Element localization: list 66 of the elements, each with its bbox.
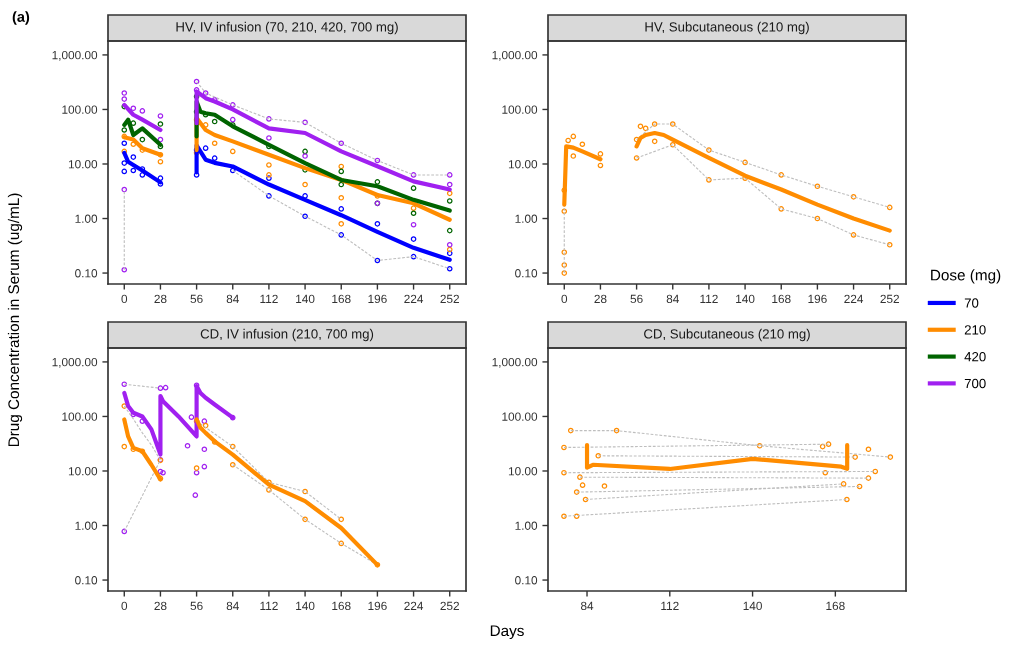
legend-label: 210 bbox=[964, 325, 986, 335]
text: (a) bbox=[12, 11, 30, 25]
chart-title: HV, Subcutaneous (210 mg) bbox=[645, 21, 809, 35]
y-tick-label: 0.10 bbox=[75, 269, 98, 278]
x-tick-label: 196 bbox=[368, 601, 387, 611]
x-tick-label: 168 bbox=[332, 294, 351, 304]
x-tick-label: 112 bbox=[260, 294, 278, 303]
chart-title: CD, IV infusion (210, 700 mg) bbox=[200, 328, 374, 342]
x-tick-label: 224 bbox=[404, 294, 424, 303]
x-tick-label: 168 bbox=[772, 294, 791, 304]
x-tick-label: 168 bbox=[826, 601, 845, 611]
y-tick-label: 10.00 bbox=[68, 467, 98, 476]
y-tick-label: 1.00 bbox=[75, 214, 98, 223]
x-tick-label: 0 bbox=[561, 294, 568, 304]
y-tick-label: 1,000.00 bbox=[52, 357, 98, 368]
y-tick-label: 1,000.00 bbox=[52, 50, 98, 61]
x-tick-label: 56 bbox=[630, 294, 643, 304]
x-tick-label: 140 bbox=[296, 294, 315, 304]
x-tick-label: 112 bbox=[260, 601, 278, 610]
x-tick-label: 28 bbox=[154, 294, 167, 304]
y-tick-label: 1.00 bbox=[75, 521, 98, 530]
x-tick-label: 112 bbox=[661, 601, 679, 610]
y-tick-label: 10.00 bbox=[508, 160, 538, 169]
x-tick-label: 196 bbox=[808, 294, 827, 304]
x-tick-label: 252 bbox=[440, 294, 459, 304]
x-tick-label: 84 bbox=[666, 294, 679, 304]
x-tick-label: 252 bbox=[440, 601, 459, 611]
x-tick-label: 140 bbox=[296, 601, 315, 611]
y-tick-label: 10.00 bbox=[508, 467, 538, 476]
x-tick-label: 224 bbox=[404, 601, 424, 610]
legend-label: 70 bbox=[964, 298, 979, 308]
chart-title: CD, Subcutaneous (210 mg) bbox=[644, 328, 810, 342]
y-tick-label: 1.00 bbox=[515, 521, 538, 530]
y-tick-label: 10.00 bbox=[68, 160, 98, 169]
x-tick-label: 56 bbox=[190, 294, 203, 304]
legend-label: 700 bbox=[964, 378, 986, 389]
legend-label: 420 bbox=[964, 351, 986, 362]
x-tick-label: 0 bbox=[121, 294, 128, 304]
x-tick-label: 28 bbox=[154, 601, 167, 611]
legend-title: Dose (mg) bbox=[931, 269, 1001, 284]
x-tick-label: 112 bbox=[700, 294, 718, 303]
x-tick-label: 84 bbox=[226, 601, 239, 611]
y-tick-label: 1,000.00 bbox=[492, 357, 538, 368]
y-axis-title: Drug Concentration in Serum (ug/mL) bbox=[7, 193, 23, 447]
y-tick-label: 100.00 bbox=[502, 412, 538, 421]
chart-title: HV, IV infusion (70, 210, 420, 700 mg) bbox=[176, 21, 398, 35]
x-tick-label: 196 bbox=[368, 294, 387, 304]
x-tick-label: 224 bbox=[844, 294, 864, 303]
y-tick-label: 100.00 bbox=[62, 105, 98, 114]
y-tick-label: 100.00 bbox=[62, 412, 98, 421]
y-tick-label: 1.00 bbox=[515, 214, 538, 223]
y-tick-label: 0.10 bbox=[515, 576, 538, 585]
y-tick-label: 0.10 bbox=[515, 269, 538, 278]
y-tick-label: 1,000.00 bbox=[492, 50, 538, 61]
y-tick-label: 100.00 bbox=[502, 105, 538, 114]
x-tick-label: 0 bbox=[121, 601, 128, 611]
x-tick-label: 140 bbox=[736, 294, 755, 304]
x-tick-label: 84 bbox=[580, 601, 594, 611]
x-tick-label: 84 bbox=[226, 294, 239, 304]
x-tick-label: 168 bbox=[332, 601, 351, 611]
x-axis-title: Days bbox=[490, 625, 524, 640]
y-tick-label: 0.10 bbox=[75, 576, 98, 585]
x-tick-label: 56 bbox=[190, 601, 203, 611]
x-tick-label: 252 bbox=[880, 294, 899, 304]
x-tick-label: 140 bbox=[743, 601, 762, 611]
x-tick-label: 28 bbox=[594, 294, 607, 304]
